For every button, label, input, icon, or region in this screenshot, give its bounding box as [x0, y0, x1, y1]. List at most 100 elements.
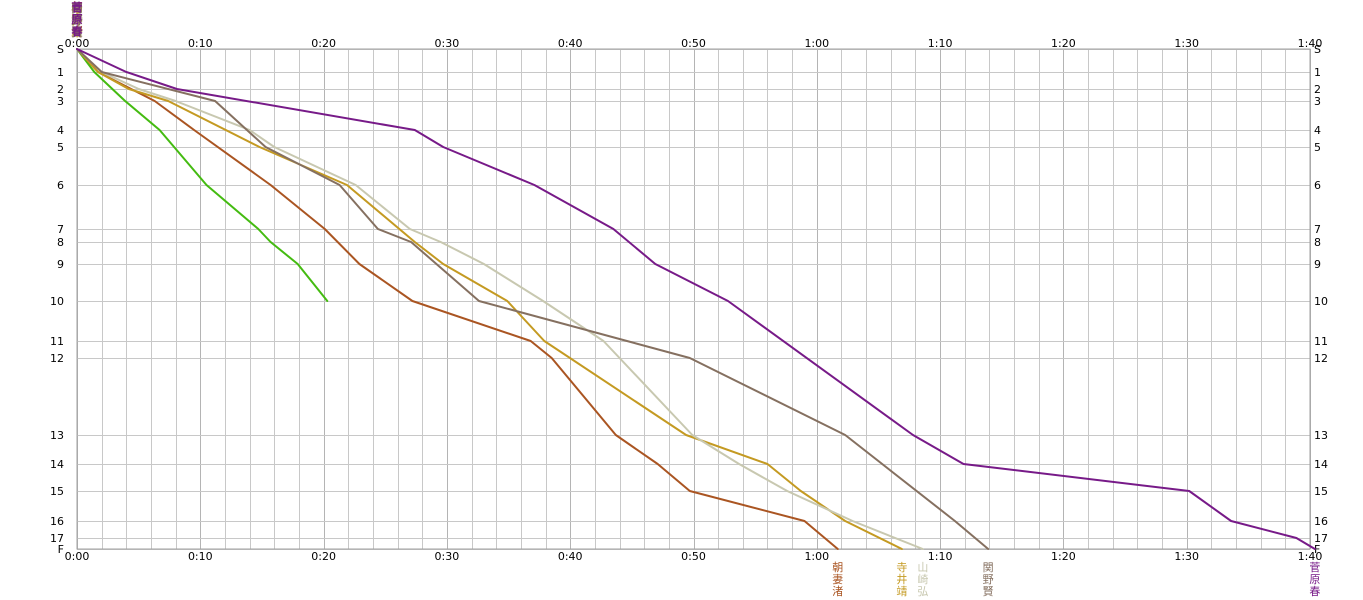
control-label-left: 12: [50, 352, 64, 365]
control-label-left: 15: [50, 485, 64, 498]
series-lines: [76, 48, 1316, 550]
control-label-left: 9: [57, 258, 64, 271]
start-runner-label: 山: [72, 0, 83, 14]
control-label-left: 17: [50, 532, 64, 545]
x-tick-label-top: 1:20: [1051, 37, 1076, 50]
x-tick-label-bottom: 1:40: [1298, 550, 1323, 563]
control-label-left: 1: [57, 66, 64, 79]
x-tick-label-bottom: 1:10: [928, 550, 953, 563]
finish-runner-label: 崎: [917, 572, 928, 586]
control-label-right: 16: [1314, 515, 1328, 528]
finish-runner-label: 弘: [917, 585, 928, 598]
x-tick-label-bottom: 0:10: [188, 550, 213, 563]
x-tick-label-top: 0:40: [558, 37, 583, 50]
control-label-right: S: [1314, 43, 1321, 56]
control-label-right: 11: [1314, 335, 1328, 348]
control-label-right: 7: [1314, 223, 1321, 236]
control-label-right: 12: [1314, 352, 1328, 365]
control-label-right: 14: [1314, 458, 1328, 471]
control-label-left: 5: [57, 141, 64, 154]
x-tick-label-bottom: 0:50: [681, 550, 706, 563]
control-label-left: 4: [57, 124, 64, 137]
series-line: [76, 48, 1316, 550]
start-runner-label: 朝: [72, 0, 83, 14]
plot-frame: [76, 48, 1311, 550]
start-runner-label: 関: [72, 2, 83, 15]
x-tick-label-top: 1:00: [804, 37, 829, 50]
finish-runner-label: 靖: [896, 585, 907, 598]
x-tick-label-bottom: 0:30: [435, 550, 460, 563]
control-label-left: 10: [50, 295, 64, 308]
control-label-right: 17: [1314, 532, 1328, 545]
start-runner-label: 妻: [72, 12, 83, 26]
x-tick-label-top: 0:10: [188, 37, 213, 50]
series-line: [76, 48, 903, 550]
x-tick-label-top: 0:50: [681, 37, 706, 50]
control-label-left: 2: [57, 83, 64, 96]
control-label-right: 5: [1314, 141, 1321, 154]
start-runner-label: 野: [72, 14, 83, 27]
start-runner-label: 靖: [72, 25, 83, 39]
control-label-left: 6: [57, 179, 64, 192]
x-tick-label-top: 1:30: [1174, 37, 1199, 50]
finish-runner-label: 原: [1309, 573, 1320, 586]
x-tick-label-bottom: 0:40: [558, 550, 583, 563]
start-runner-label: 賢: [72, 26, 84, 39]
start-runner-label: 渚: [72, 24, 83, 38]
finish-runner-label: 賢: [983, 585, 994, 598]
start-runner-label: 弘: [72, 25, 83, 38]
control-label-right: 15: [1314, 485, 1328, 498]
control-label-left: 13: [50, 429, 64, 442]
finish-runner-label: 菅: [1309, 561, 1320, 574]
finish-runner-label: 山: [917, 561, 928, 574]
x-tick-label-top: 1:40: [1298, 37, 1323, 50]
finish-runner-label: 関: [983, 561, 994, 574]
control-label-right: 6: [1314, 179, 1321, 192]
series-line: [76, 48, 329, 302]
x-tick-label-bottom: 1:00: [804, 550, 829, 563]
finish-runner-label: 春: [1309, 585, 1320, 598]
series-line: [76, 48, 990, 550]
control-label-left: 8: [57, 236, 64, 249]
control-label-right: 3: [1314, 95, 1321, 108]
finish-runner-label: 妻: [832, 573, 843, 586]
grid: [77, 49, 1311, 550]
control-label-left: S: [57, 43, 64, 56]
control-label-left: 3: [57, 95, 64, 108]
control-label-left: 11: [50, 335, 64, 348]
control-label-left: F: [58, 543, 64, 556]
control-label-right: 4: [1314, 124, 1321, 137]
control-label-left: 16: [50, 515, 64, 528]
finish-runner-label: 井: [896, 572, 907, 586]
x-tick-label-top: 1:10: [928, 37, 953, 50]
start-runner-label: 崎: [72, 12, 83, 26]
finish-runner-label: 渚: [832, 585, 843, 598]
x-tick-label-bottom: 0:20: [311, 550, 336, 563]
series-line: [76, 48, 839, 550]
start-runner-label: 井: [72, 13, 83, 27]
x-tick-label-bottom: 0:00: [65, 550, 90, 563]
start-runner-label: 原: [72, 13, 83, 26]
x-tick-label-bottom: 1:20: [1051, 550, 1076, 563]
finish-runner-label: 寺: [896, 561, 907, 574]
control-label-right: 9: [1314, 258, 1321, 271]
series-line: [76, 48, 924, 550]
control-label-right: 2: [1314, 83, 1321, 96]
control-label-right: F: [1314, 543, 1320, 556]
start-runner-label: 菅: [72, 0, 83, 14]
start-runner-label: 寺: [72, 1, 83, 15]
control-label-left: 14: [50, 458, 64, 471]
x-tick-label-bottom: 1:30: [1174, 550, 1199, 563]
control-label-right: 13: [1314, 429, 1328, 442]
control-label-right: 10: [1314, 295, 1328, 308]
control-label-right: 8: [1314, 236, 1321, 249]
x-tick-label-top: 0:00: [65, 37, 90, 50]
start-runner-label: 春: [72, 24, 84, 38]
axis-ticks: 0:00 0:00 0:10 0:10 0:20 0:20 0:30 0:30 0:40 0:40…: [50, 37, 1328, 563]
finish-runner-label: 野: [983, 573, 994, 586]
control-label-left: 7: [57, 223, 64, 236]
finish-runner-label: 朝: [832, 561, 843, 574]
control-label-right: 1: [1314, 66, 1321, 79]
